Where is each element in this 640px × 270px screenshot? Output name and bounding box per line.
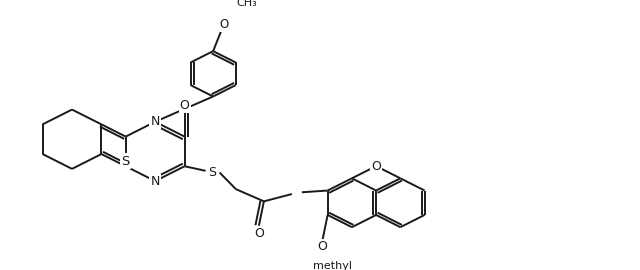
- Text: N: N: [150, 175, 160, 188]
- Text: O: O: [317, 240, 328, 253]
- Text: S: S: [207, 166, 216, 179]
- Text: O: O: [180, 99, 189, 112]
- Text: methyl: methyl: [313, 261, 352, 270]
- Text: O: O: [371, 160, 381, 173]
- Text: O: O: [254, 227, 264, 240]
- Text: S: S: [122, 154, 130, 167]
- Text: CH₃: CH₃: [237, 0, 257, 8]
- Text: O: O: [220, 18, 228, 31]
- Text: N: N: [150, 115, 160, 128]
